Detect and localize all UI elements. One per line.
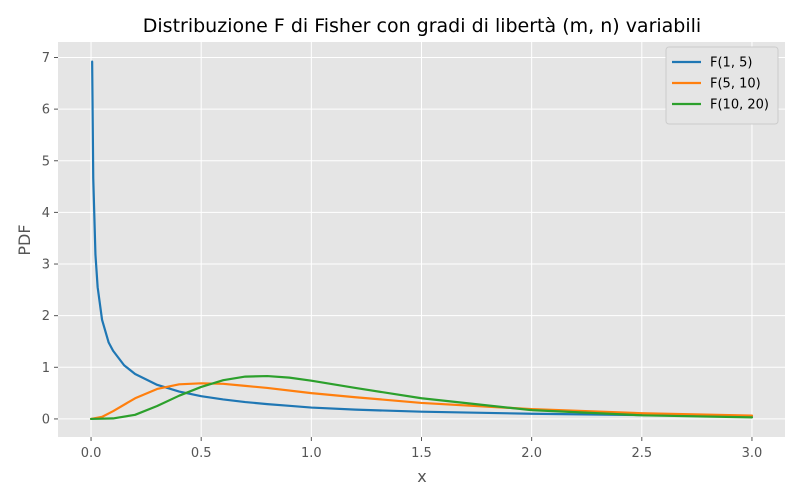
- x-tick-label: 0.5: [191, 446, 212, 461]
- x-tick-label: 2.5: [631, 446, 652, 461]
- x-tick-label: 1.5: [411, 446, 432, 461]
- legend-label-3: F(10, 20): [710, 98, 769, 113]
- x-axis-ticks: 0.0 0.5 1.0 1.5 2.0 2.5 3.0: [81, 437, 763, 461]
- y-tick-label: 4: [42, 206, 50, 221]
- y-tick-label: 0: [42, 412, 50, 427]
- y-tick-label: 6: [42, 103, 50, 118]
- series-line-3: [89, 374, 754, 421]
- x-tick-label: 1.0: [301, 446, 322, 461]
- y-axis-label: PDF: [15, 224, 34, 255]
- y-tick-label: 1: [42, 361, 50, 376]
- series-line-2: [89, 382, 754, 421]
- series-lines: [89, 60, 754, 421]
- y-axis-ticks: 0 1 2 3 4 5 6 7: [42, 51, 58, 427]
- y-tick-label: 7: [42, 51, 50, 66]
- y-tick-label: 2: [42, 309, 50, 324]
- x-axis-label: x: [417, 467, 426, 486]
- y-gridlines: [58, 56, 785, 420]
- x-gridlines: [90, 42, 753, 437]
- legend-label-2: F(5, 10): [710, 77, 761, 92]
- x-tick-label: 2.0: [521, 446, 542, 461]
- chart-title: Distribuzione F di Fisher con gradi di l…: [143, 15, 701, 37]
- y-tick-label: 3: [42, 258, 50, 273]
- x-tick-label: 0.0: [81, 446, 102, 461]
- legend-label-1: F(1, 5): [710, 56, 752, 71]
- legend: F(1, 5) F(5, 10) F(10, 20): [665, 46, 779, 125]
- y-tick-label: 5: [42, 154, 50, 169]
- x-tick-label: 3.0: [742, 446, 763, 461]
- series-line-1: [91, 60, 754, 417]
